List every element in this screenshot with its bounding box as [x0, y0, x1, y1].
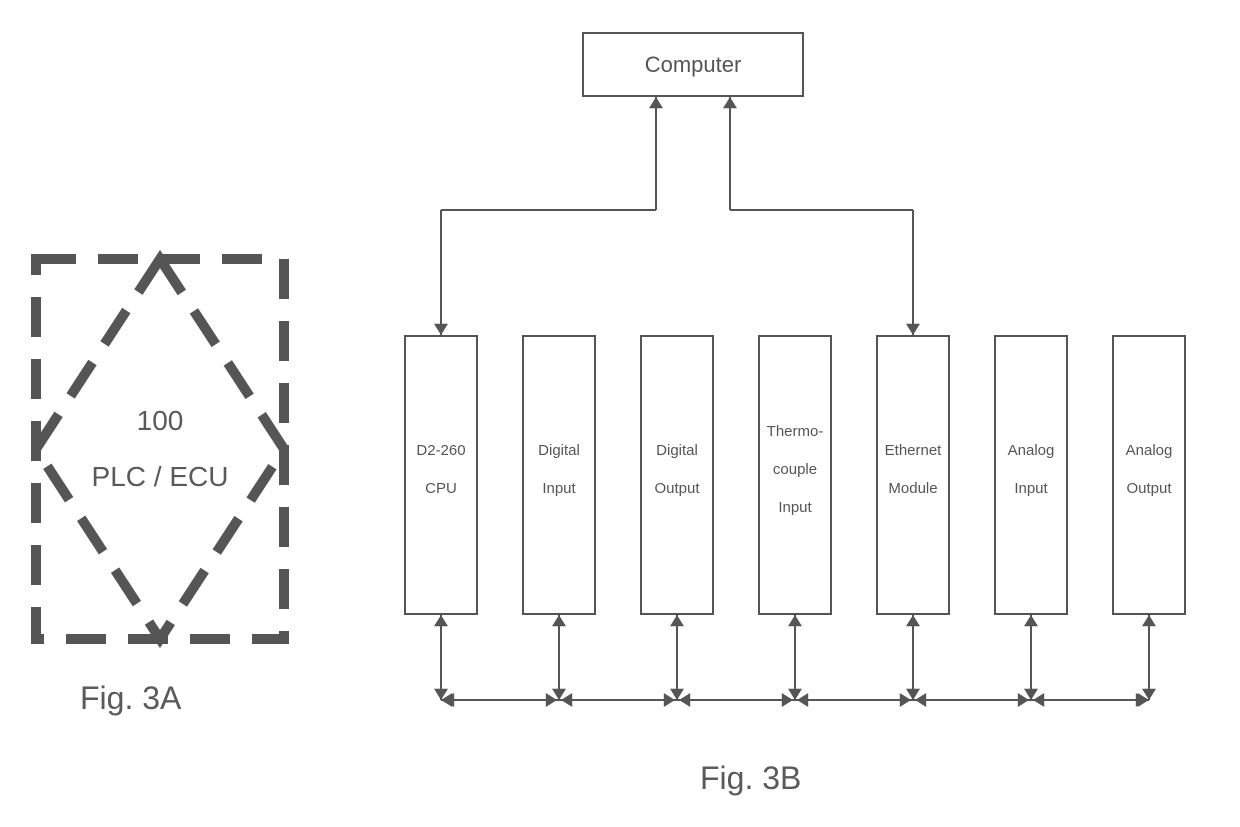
module-0-line-1: CPU	[421, 475, 461, 503]
module-1-line-0: Digital	[534, 437, 584, 465]
plc-ecu-num: 100	[137, 393, 184, 449]
module-3-line-2: Input	[774, 494, 815, 522]
module-5-line-0: Analog	[1004, 437, 1059, 465]
computer-box: Computer	[582, 32, 804, 97]
module-6-line-0: Analog	[1122, 437, 1177, 465]
module-5-line-1: Input	[1010, 475, 1051, 503]
module-4-line-1: Module	[884, 475, 941, 503]
module-box-2: Digital Output	[640, 335, 714, 615]
module-3-line-1: couple	[769, 456, 821, 484]
plc-ecu-label: PLC / ECU	[92, 449, 229, 505]
computer-label: Computer	[641, 45, 746, 84]
module-1-line-1: Input	[538, 475, 579, 503]
module-6-line-1: Output	[1122, 475, 1175, 503]
module-2-line-1: Output	[650, 475, 703, 503]
module-2-line-0: Digital	[652, 437, 702, 465]
module-box-0: D2-260 CPU	[404, 335, 478, 615]
module-box-5: Analog Input	[994, 335, 1068, 615]
fig-3a-label: Fig. 3A	[80, 680, 181, 717]
plc-ecu-box: 100 PLC / ECU	[36, 259, 284, 639]
module-3-line-0: Thermo-	[763, 418, 828, 446]
module-4-line-0: Ethernet	[881, 437, 946, 465]
module-box-1: Digital Input	[522, 335, 596, 615]
module-box-4: Ethernet Module	[876, 335, 950, 615]
diagram-container: 100 PLC / ECU Fig. 3A Computer D2-260 CPU…	[0, 0, 1240, 827]
fig-3b-label: Fig. 3B	[700, 760, 801, 797]
module-box-3: Thermo-couple Input	[758, 335, 832, 615]
module-box-6: Analog Output	[1112, 335, 1186, 615]
module-0-line-0: D2-260	[412, 437, 469, 465]
